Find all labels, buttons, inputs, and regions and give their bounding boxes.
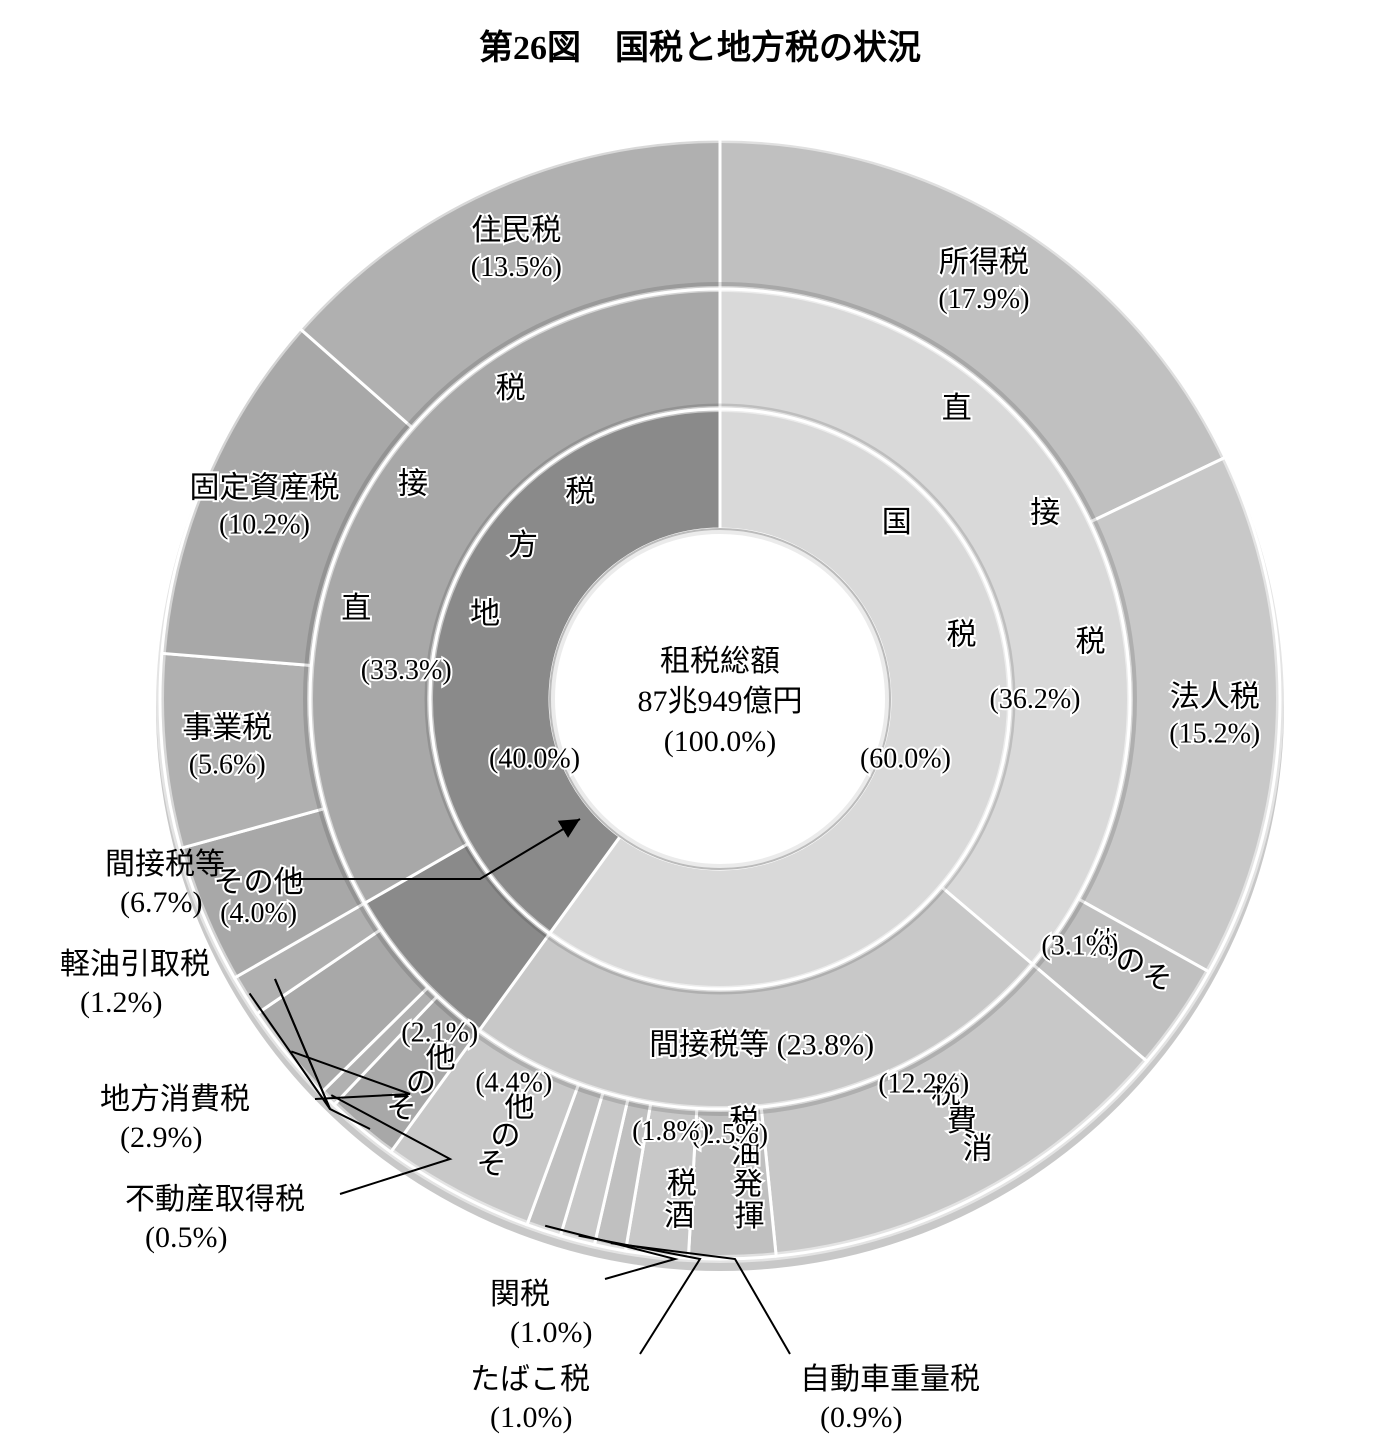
svg-text:税: 税 (946, 618, 976, 651)
svg-text:直: 直 (341, 592, 371, 625)
svg-text:地: 地 (470, 597, 500, 630)
chart-title: 第26図 国税と地方税の状況 (20, 20, 1380, 69)
svg-text:税: 税 (496, 372, 526, 405)
svg-text:(17.9%): (17.9%) (938, 284, 1029, 315)
svg-text:(6.7%): (6.7%) (120, 886, 202, 919)
chart-svg: 租税総額87兆949億円(100.0%)国税(60.0%)地方税(40.0%)直… (20, 79, 1380, 1449)
svg-text:(10.2%): (10.2%) (219, 509, 310, 540)
svg-text:(0.9%): (0.9%) (820, 1401, 902, 1434)
callout-11: 不動産取得税 (125, 1183, 305, 1216)
center-line2: 87兆949億円 (638, 685, 803, 718)
svg-text:(2.9%): (2.9%) (120, 1121, 202, 1154)
svg-text:税: 税 (565, 476, 595, 509)
svg-text:の: の (490, 1119, 520, 1152)
svg-text:(1.2%): (1.2%) (80, 986, 162, 1019)
callout-8: 関税 (490, 1278, 550, 1311)
svg-text:(2.1%): (2.1%) (401, 1018, 478, 1049)
svg-text:(60.0%): (60.0%) (860, 743, 951, 774)
svg-text:の: の (1115, 945, 1145, 978)
svg-text:そ: そ (476, 1148, 506, 1181)
svg-text:(0.5%): (0.5%) (145, 1221, 227, 1254)
callout-13: 軽油引取税 (60, 948, 210, 981)
svg-text:(15.2%): (15.2%) (1169, 719, 1260, 750)
svg-text:(3.1%): (3.1%) (1041, 931, 1118, 962)
svg-text:その他: その他 (214, 866, 304, 899)
outer-label-0: 所得税 (939, 246, 1029, 279)
svg-text:(4.0%): (4.0%) (220, 898, 297, 929)
svg-text:接: 接 (398, 468, 428, 501)
svg-text:(5.6%): (5.6%) (189, 750, 266, 781)
callout-indirect-local: 間接税等 (105, 848, 225, 881)
svg-text:(36.2%): (36.2%) (990, 684, 1081, 715)
svg-text:発: 発 (733, 1168, 763, 1201)
callout-7: たばこ税 (470, 1363, 590, 1396)
svg-text:間接税等 (23.8%): 間接税等 (23.8%) (649, 1029, 874, 1062)
center-line3: (100.0%) (664, 725, 776, 758)
svg-text:税: 税 (667, 1168, 697, 1201)
svg-text:方: 方 (508, 529, 538, 562)
svg-text:(33.3%): (33.3%) (361, 655, 452, 686)
svg-text:国: 国 (882, 506, 912, 539)
tax-sunburst-chart: 第26図 国税と地方税の状況 租税総額87兆949億円(100.0%)国税(60… (20, 20, 1380, 1435)
svg-text:(1.0%): (1.0%) (510, 1316, 592, 1349)
svg-text:揮: 揮 (735, 1200, 765, 1233)
svg-text:直: 直 (942, 392, 972, 425)
callout-12: 地方消費税 (100, 1083, 250, 1116)
callout-6: 自動車重量税 (800, 1363, 980, 1396)
svg-text:(1.8%): (1.8%) (632, 1116, 709, 1147)
svg-text:(1.0%): (1.0%) (490, 1401, 572, 1434)
svg-text:税: 税 (1076, 625, 1106, 658)
outer-label-1: 法人税 (1170, 681, 1260, 714)
outer-label-17: 住民税 (471, 214, 561, 247)
svg-text:そ: そ (1142, 962, 1172, 995)
outer-label-15: 事業税 (182, 712, 272, 745)
svg-text:(40.0%): (40.0%) (489, 743, 580, 774)
svg-text:酒: 酒 (664, 1199, 694, 1232)
center-line1: 租税総額 (660, 645, 780, 678)
svg-text:(12.2%): (12.2%) (878, 1069, 969, 1100)
outer-label-16: 固定資産税 (189, 471, 339, 504)
svg-text:接: 接 (1030, 496, 1060, 529)
svg-text:(13.5%): (13.5%) (471, 252, 562, 283)
svg-text:(4.4%): (4.4%) (475, 1067, 552, 1098)
